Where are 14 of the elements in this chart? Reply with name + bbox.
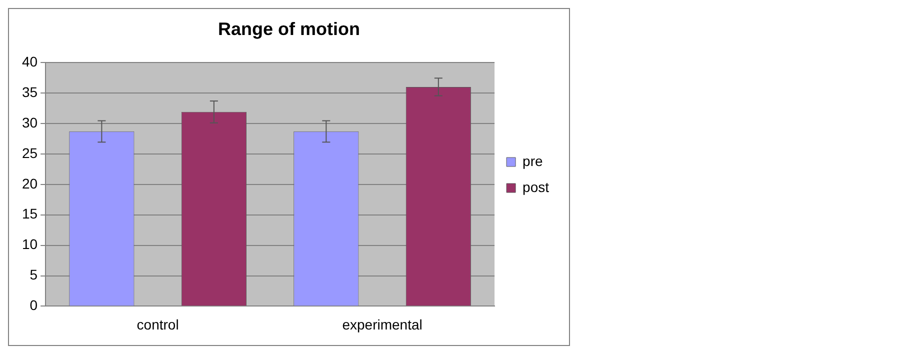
y-tick-label: 35	[22, 84, 38, 100]
x-tick-label: control	[136, 316, 179, 332]
y-tick-label: 25	[22, 144, 38, 161]
y-tick-label: 0	[30, 297, 38, 314]
legend-label: pre	[522, 152, 543, 169]
y-tick-label: 40	[22, 53, 38, 70]
y-tick-label: 10	[22, 236, 38, 252]
y-tick-label: 30	[22, 114, 38, 130]
y-tick-label: 20	[22, 175, 38, 192]
x-tick-label: experimental	[342, 316, 422, 332]
y-tick-label: 5	[30, 266, 38, 283]
chart-title: Range of motion	[218, 18, 360, 39]
y-tick-label: 15	[22, 206, 38, 222]
legend-label: post	[522, 178, 550, 195]
